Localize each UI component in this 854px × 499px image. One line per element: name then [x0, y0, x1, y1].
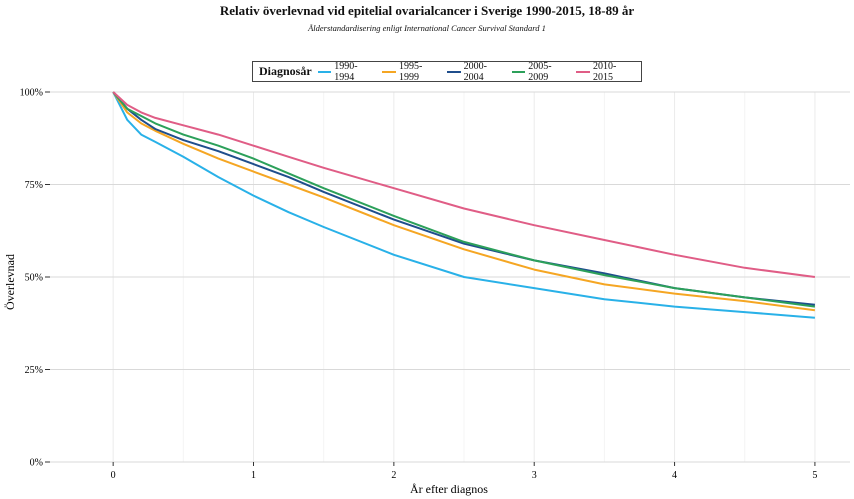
legend-swatch: [382, 70, 396, 73]
y-tick-label: 25%: [25, 365, 43, 376]
legend-label: 2000-2004: [463, 60, 487, 83]
chart-title: Relativ överlevnad vid epitelial ovarial…: [219, 3, 635, 18]
x-tick-label: 4: [672, 470, 677, 481]
legend-item: 1990-1994: [317, 60, 377, 83]
y-tick-label: 75%: [25, 180, 43, 191]
series-line-2010-2015: [112, 91, 816, 278]
legend-item: 2000-2004: [447, 61, 506, 83]
x-tick-label: 5: [812, 470, 817, 481]
series-line-1995-1999: [112, 91, 816, 312]
x-axis-label: År efter diagnos: [410, 482, 488, 496]
series-lines: [112, 91, 816, 319]
x-tick-label: 0: [111, 470, 116, 481]
legend-label: 2005-2009: [528, 60, 552, 83]
chart-subtitle: Ålderstandardisering enligt Internationa…: [308, 23, 546, 33]
y-axis-label: Överlevnad: [3, 254, 17, 310]
series-line-1990-1994: [112, 91, 815, 319]
x-tick-label: 3: [532, 470, 537, 481]
legend-title: Diagnosår: [259, 64, 312, 78]
legend-swatch: [317, 70, 332, 73]
legend-item: 2005-2009: [511, 60, 571, 83]
legend-swatch: [511, 70, 526, 73]
y-tick-label: 50%: [25, 273, 43, 284]
x-tick-label: 1: [251, 470, 256, 481]
x-tick-label: 2: [391, 470, 396, 481]
legend-item: 1995-1999: [382, 61, 441, 83]
legend-label: 2010-2015: [592, 60, 617, 83]
grid: [50, 91, 850, 463]
legend-swatch: [447, 70, 461, 73]
series-line-2005-2009: [112, 91, 816, 308]
axes: 0% 25% 50% 75% 100% 0 1 2 3 4 5: [20, 88, 818, 482]
legend-label: 1995-1999: [398, 60, 423, 83]
legend: Diagnosår 1990-1994 1995-1999 2000-2004 200…: [252, 60, 642, 83]
legend-swatch: [576, 70, 590, 73]
legend-label: 1990-1994: [334, 60, 358, 83]
y-tick-label: 0%: [30, 458, 43, 469]
legend-item: 2010-2015: [576, 61, 635, 83]
y-tick-label: 100%: [20, 88, 43, 99]
